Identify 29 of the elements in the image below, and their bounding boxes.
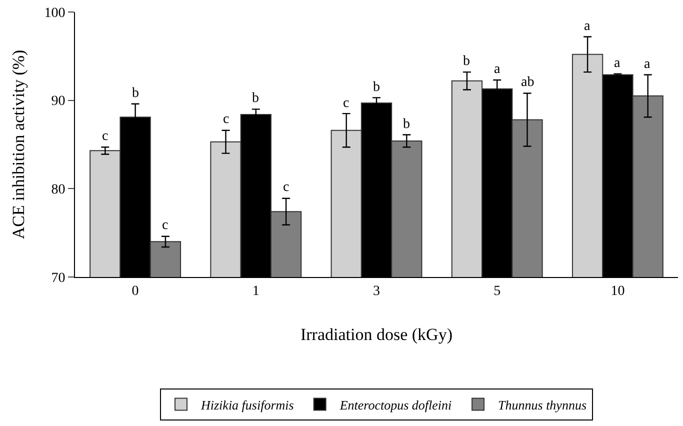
data-label: b <box>463 54 470 69</box>
data-label: c <box>223 112 230 127</box>
x-tick-label: 1 <box>252 284 260 299</box>
data-label: c <box>343 96 350 111</box>
x-axis-title: Irradiation dose (kGy) <box>300 325 453 344</box>
data-label: a <box>584 19 591 34</box>
data-label: b <box>132 86 139 101</box>
y-tick-label: 70 <box>51 270 66 286</box>
data-label: ab <box>521 75 534 90</box>
data-label: c <box>102 129 108 144</box>
x-tick-label: 3 <box>373 284 380 299</box>
data-label: b <box>373 80 380 95</box>
data-label: c <box>283 180 290 195</box>
data-label: a <box>614 56 621 71</box>
data-label: b <box>403 117 410 132</box>
y-tick-label: 80 <box>51 182 66 198</box>
x-tick-label: 10 <box>610 284 625 299</box>
data-label: a <box>644 57 651 72</box>
legend-label: Hizikia fusiformis <box>200 397 294 412</box>
data-label: a <box>494 62 501 77</box>
y-axis-title: ACE inhibition activity (%) <box>8 50 28 240</box>
x-tick-label: 5 <box>494 284 501 299</box>
legend-label: Thunnus thynnus <box>498 397 587 412</box>
data-label: c <box>162 218 168 233</box>
legend-label: Enteroctopus dofleini <box>338 397 452 412</box>
y-tick-label: 90 <box>51 94 66 110</box>
x-tick-label: 0 <box>132 284 139 299</box>
y-tick-label: 100 <box>44 6 66 21</box>
data-label: b <box>252 91 259 106</box>
